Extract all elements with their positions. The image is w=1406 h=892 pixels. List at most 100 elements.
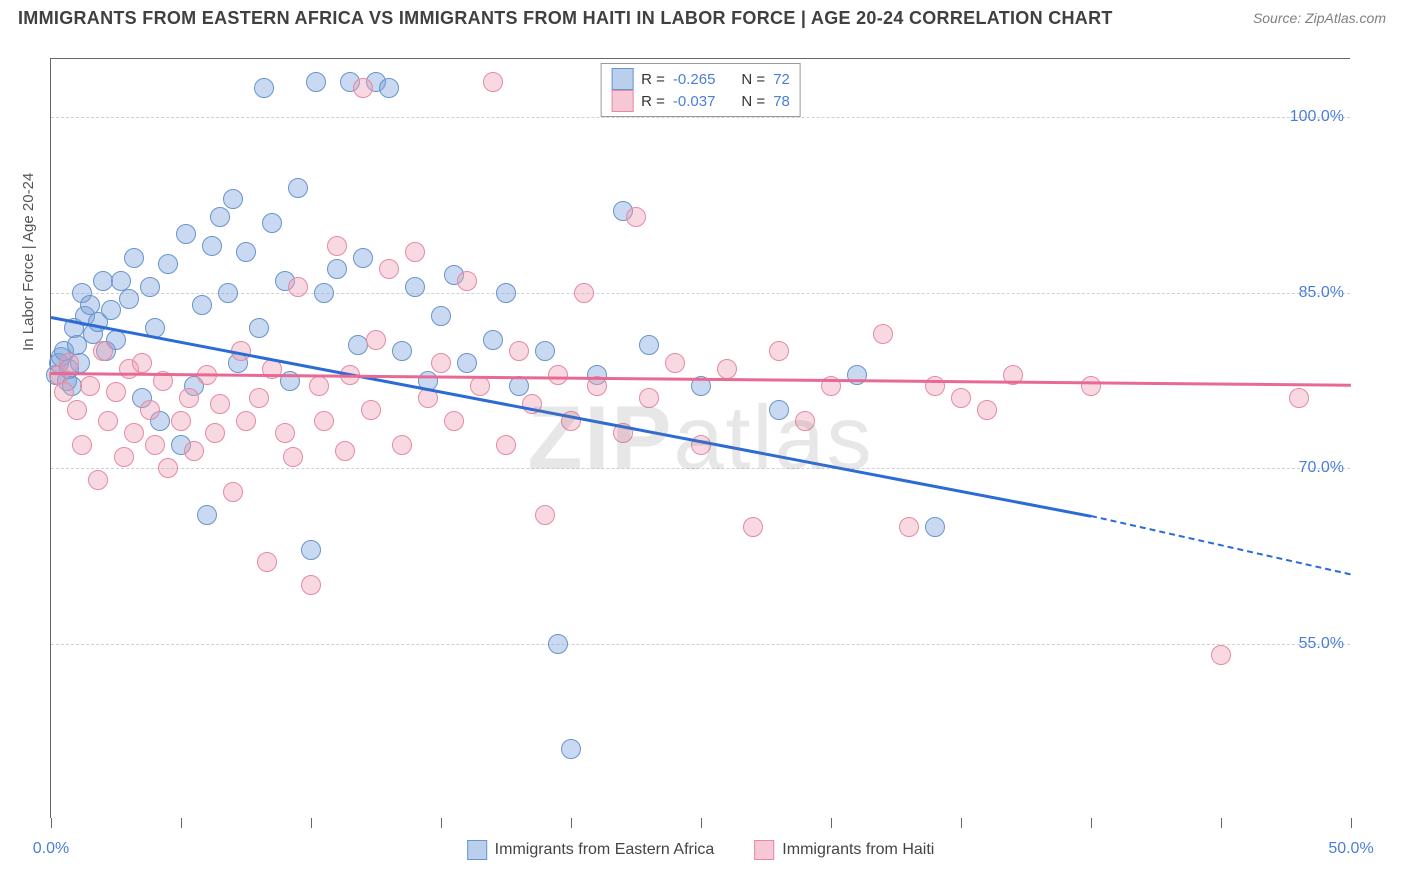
legend-row: R = -0.265 N = 72 bbox=[611, 68, 790, 90]
scatter-point bbox=[405, 242, 425, 262]
scatter-point bbox=[1081, 376, 1101, 396]
scatter-point bbox=[309, 376, 329, 396]
scatter-point bbox=[210, 394, 230, 414]
scatter-point bbox=[171, 411, 191, 431]
scatter-point bbox=[314, 411, 334, 431]
scatter-point bbox=[899, 517, 919, 537]
gridline bbox=[51, 117, 1350, 118]
scatter-point bbox=[88, 470, 108, 490]
chart-title: IMMIGRANTS FROM EASTERN AFRICA VS IMMIGR… bbox=[18, 8, 1113, 29]
scatter-point bbox=[106, 382, 126, 402]
legend-label: Immigrants from Haiti bbox=[782, 841, 934, 859]
scatter-point bbox=[158, 254, 178, 274]
scatter-point bbox=[101, 300, 121, 320]
scatter-point bbox=[140, 277, 160, 297]
trend-line bbox=[1091, 515, 1351, 575]
scatter-point bbox=[1211, 645, 1231, 665]
x-tick bbox=[961, 818, 962, 828]
scatter-point bbox=[158, 458, 178, 478]
x-tick bbox=[571, 818, 572, 828]
scatter-point bbox=[405, 277, 425, 297]
scatter-point bbox=[257, 552, 277, 572]
scatter-point bbox=[275, 423, 295, 443]
scatter-point bbox=[444, 411, 464, 431]
scatter-point bbox=[769, 400, 789, 420]
scatter-point bbox=[179, 388, 199, 408]
scatter-point bbox=[691, 435, 711, 455]
scatter-point bbox=[379, 78, 399, 98]
scatter-point bbox=[114, 447, 134, 467]
scatter-point bbox=[483, 72, 503, 92]
scatter-point bbox=[431, 306, 451, 326]
scatter-point bbox=[218, 283, 238, 303]
scatter-point bbox=[639, 335, 659, 355]
scatter-point bbox=[335, 441, 355, 461]
scatter-point bbox=[665, 353, 685, 373]
legend-swatch bbox=[611, 90, 633, 112]
scatter-point bbox=[951, 388, 971, 408]
gridline bbox=[51, 468, 1350, 469]
scatter-point bbox=[392, 341, 412, 361]
scatter-point bbox=[361, 400, 381, 420]
legend-item: Immigrants from Eastern Africa bbox=[467, 840, 715, 860]
scatter-point bbox=[392, 435, 412, 455]
scatter-point bbox=[197, 505, 217, 525]
scatter-point bbox=[496, 435, 516, 455]
x-tick bbox=[1091, 818, 1092, 828]
y-tick-label: 100.0% bbox=[1290, 108, 1344, 126]
scatter-point bbox=[457, 353, 477, 373]
gridline bbox=[51, 293, 1350, 294]
x-tick-label: 50.0% bbox=[1328, 840, 1373, 858]
scatter-point bbox=[59, 353, 79, 373]
scatter-point bbox=[470, 376, 490, 396]
scatter-point bbox=[80, 376, 100, 396]
legend-n-value: 72 bbox=[773, 71, 790, 88]
legend-n-label: N = bbox=[741, 71, 765, 88]
legend-label: Immigrants from Eastern Africa bbox=[495, 841, 715, 859]
scatter-point bbox=[535, 341, 555, 361]
scatter-point bbox=[145, 435, 165, 455]
scatter-point bbox=[249, 318, 269, 338]
y-tick-label: 85.0% bbox=[1299, 284, 1344, 302]
y-tick-label: 55.0% bbox=[1299, 635, 1344, 653]
legend-r-label: R = bbox=[641, 71, 665, 88]
x-tick bbox=[441, 818, 442, 828]
scatter-point bbox=[283, 447, 303, 467]
scatter-point bbox=[93, 271, 113, 291]
scatter-point bbox=[717, 359, 737, 379]
scatter-point bbox=[205, 423, 225, 443]
x-tick bbox=[831, 818, 832, 828]
scatter-point bbox=[483, 330, 503, 350]
scatter-point bbox=[327, 259, 347, 279]
scatter-point bbox=[769, 341, 789, 361]
scatter-point bbox=[223, 482, 243, 502]
scatter-point bbox=[254, 78, 274, 98]
scatter-point bbox=[67, 400, 87, 420]
scatter-point bbox=[548, 634, 568, 654]
scatter-point bbox=[535, 505, 555, 525]
scatter-point bbox=[93, 341, 113, 361]
legend-r-value: -0.265 bbox=[673, 71, 716, 88]
scatter-point bbox=[124, 248, 144, 268]
scatter-point bbox=[124, 423, 144, 443]
legend-swatch bbox=[467, 840, 487, 860]
scatter-point bbox=[301, 575, 321, 595]
scatter-point bbox=[301, 540, 321, 560]
scatter-point bbox=[379, 259, 399, 279]
scatter-point bbox=[306, 72, 326, 92]
y-axis-title: In Labor Force | Age 20-24 bbox=[20, 173, 37, 351]
scatter-point bbox=[626, 207, 646, 227]
chart-plot-area: 55.0%70.0%85.0%100.0%0.0%50.0% ZIPatlas … bbox=[50, 58, 1350, 818]
scatter-point bbox=[431, 353, 451, 373]
scatter-point bbox=[1289, 388, 1309, 408]
legend-row: R =-0.037N =78 bbox=[611, 90, 790, 112]
scatter-point bbox=[366, 330, 386, 350]
scatter-point bbox=[509, 341, 529, 361]
scatter-point bbox=[262, 213, 282, 233]
scatter-point bbox=[192, 295, 212, 315]
scatter-point bbox=[743, 517, 763, 537]
scatter-point bbox=[348, 335, 368, 355]
scatter-point bbox=[314, 283, 334, 303]
scatter-point bbox=[72, 435, 92, 455]
legend-item: Immigrants from Haiti bbox=[754, 840, 934, 860]
